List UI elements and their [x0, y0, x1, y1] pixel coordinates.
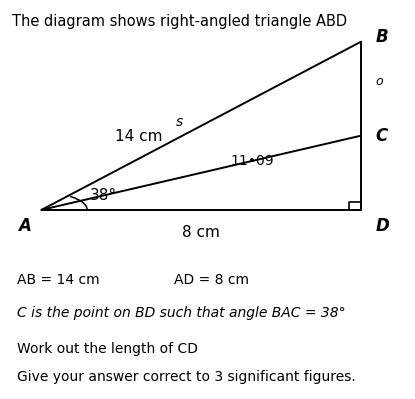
Text: s: s — [176, 115, 183, 129]
Text: 14 cm: 14 cm — [115, 129, 162, 144]
Text: 11•09: 11•09 — [230, 154, 274, 168]
Text: 38°: 38° — [90, 188, 117, 203]
Text: Give your answer correct to 3 significant figures.: Give your answer correct to 3 significan… — [17, 370, 355, 384]
Text: o: o — [376, 75, 383, 88]
Text: A: A — [18, 217, 32, 235]
Text: B: B — [376, 28, 388, 46]
Text: 8 cm: 8 cm — [182, 225, 220, 240]
Text: Work out the length of CD: Work out the length of CD — [17, 342, 198, 356]
Text: AD = 8 cm: AD = 8 cm — [174, 273, 249, 286]
Text: D: D — [376, 217, 389, 235]
Text: AB = 14 cm: AB = 14 cm — [17, 273, 99, 286]
Text: The diagram shows right-angled triangle ABD: The diagram shows right-angled triangle … — [12, 14, 348, 29]
Text: C: C — [376, 126, 388, 145]
Text: C is the point on BD such that angle BAC = 38°: C is the point on BD such that angle BAC… — [17, 306, 345, 320]
